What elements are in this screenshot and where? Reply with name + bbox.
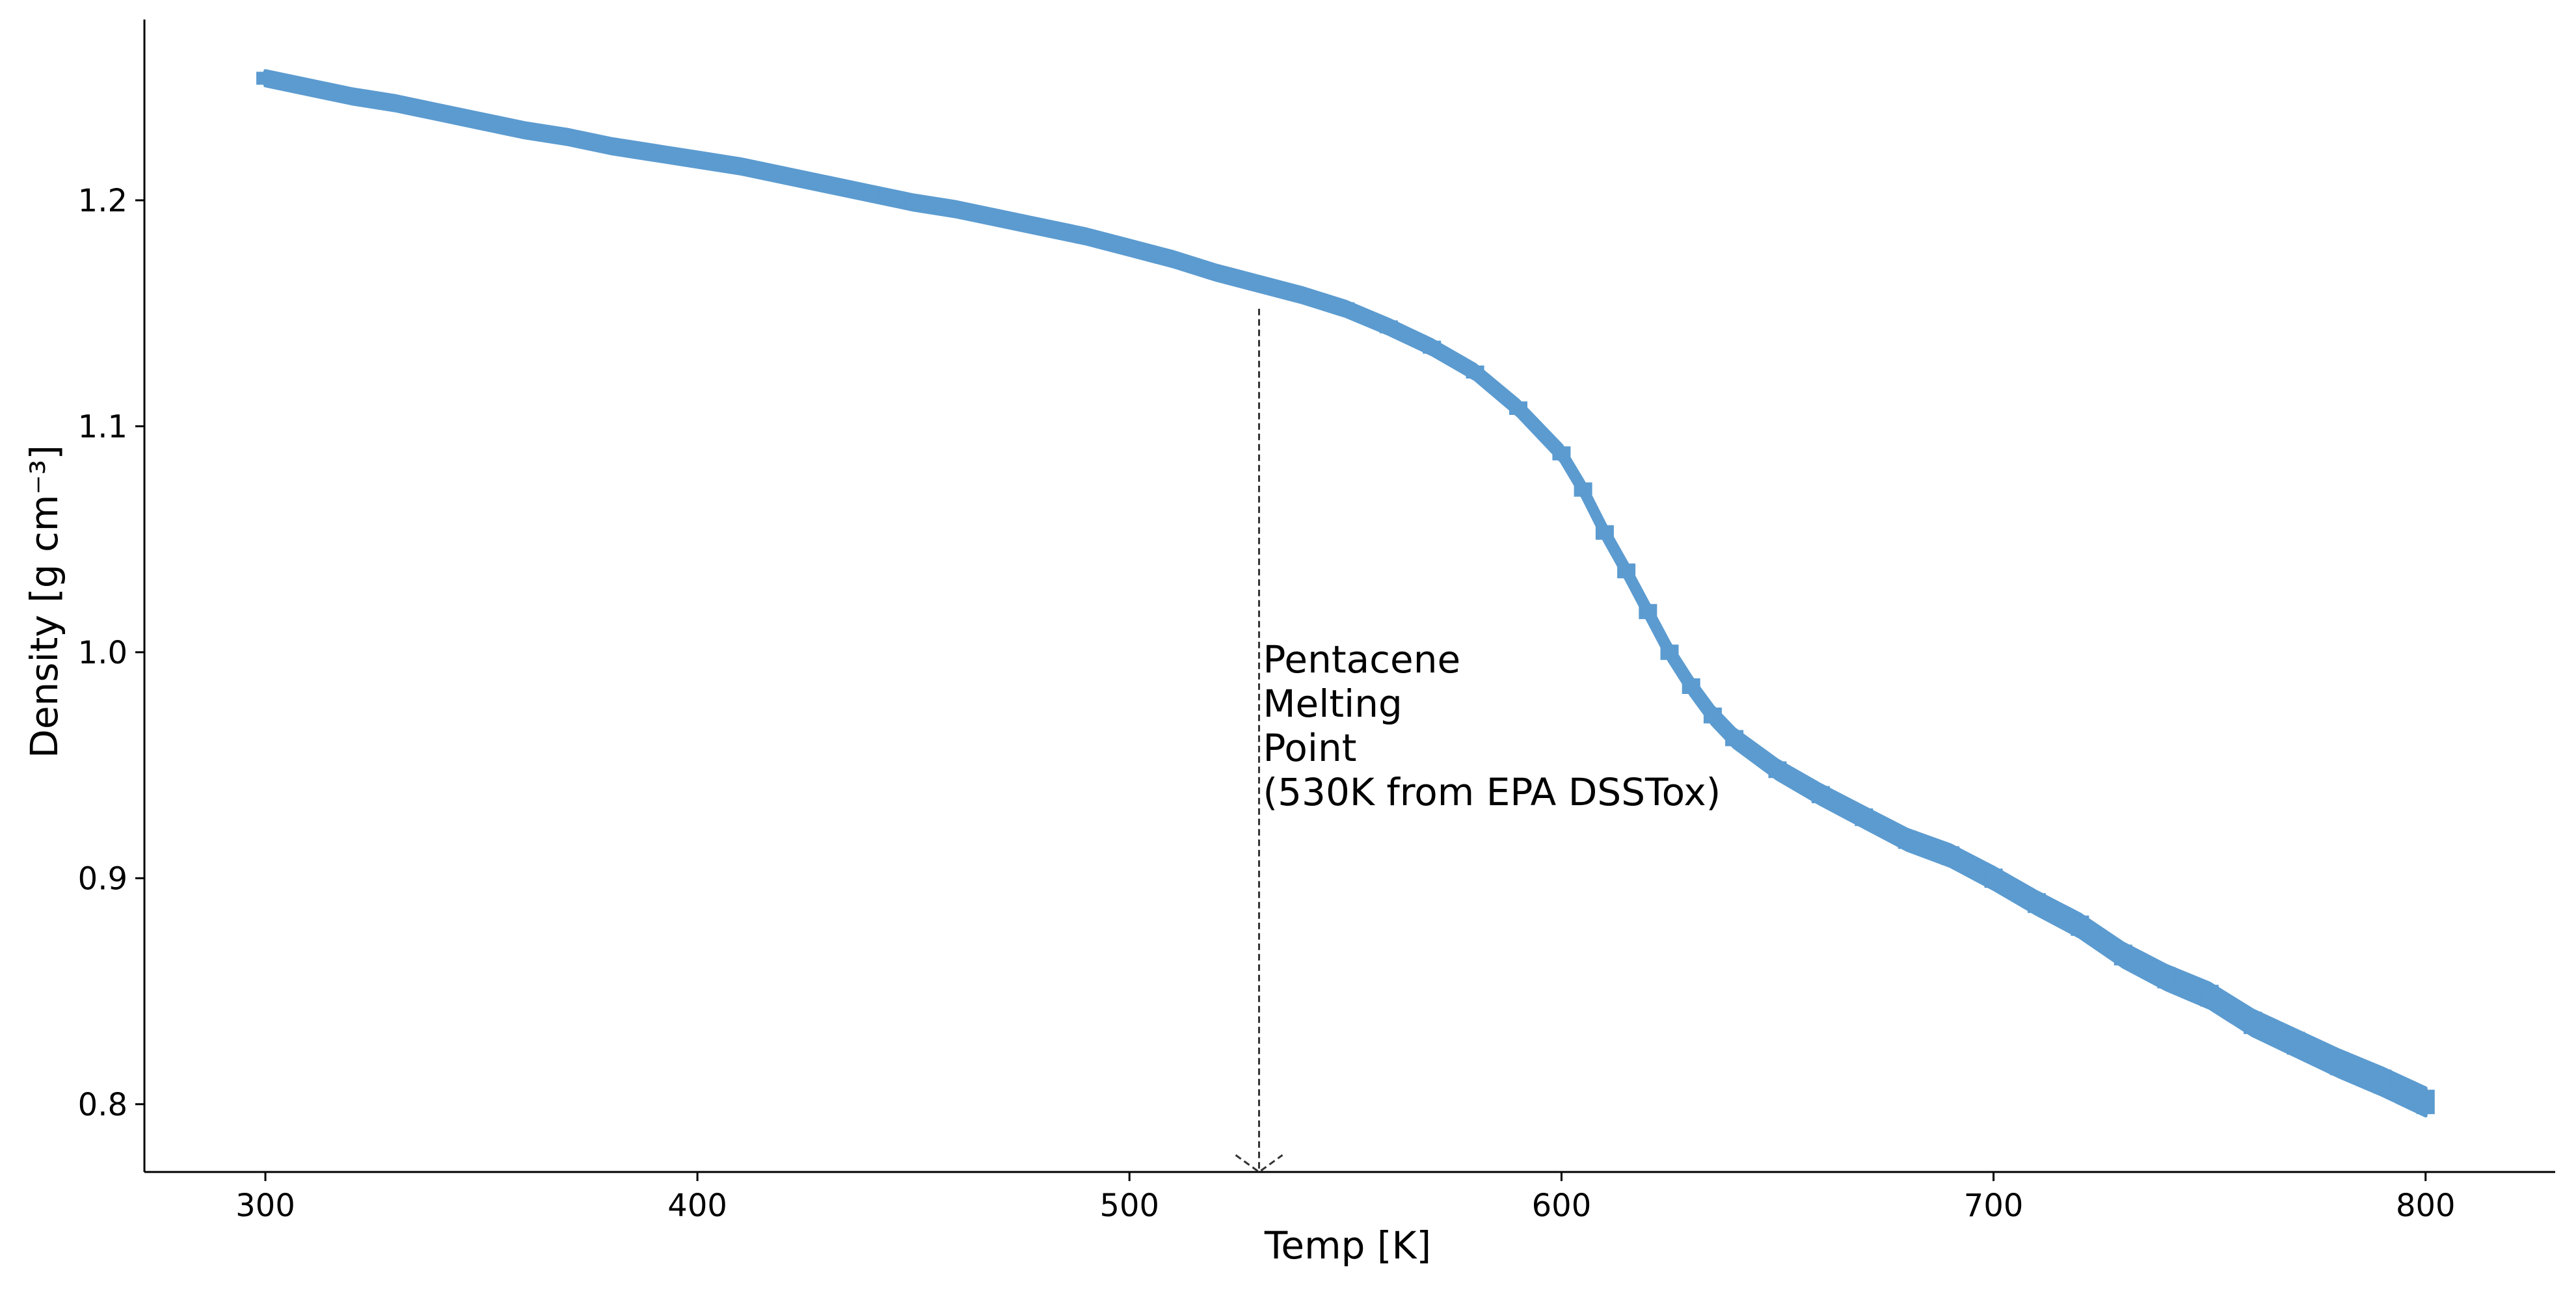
density-band xyxy=(263,69,2428,1118)
data-point xyxy=(991,211,1009,225)
data-point xyxy=(2028,893,2046,913)
data-point xyxy=(386,96,405,110)
data-point xyxy=(1423,340,1442,354)
data-point xyxy=(1855,808,1873,827)
data-point xyxy=(2200,985,2219,1007)
data-point xyxy=(1811,786,1830,803)
melting-point-annotation-line: Melting xyxy=(1263,682,1402,726)
data-point xyxy=(2071,915,2089,936)
data-point xyxy=(2287,1031,2305,1055)
data-point xyxy=(2373,1069,2392,1094)
y-tick-label: 0.8 xyxy=(78,1087,127,1123)
y-tick-label: 0.9 xyxy=(78,860,127,897)
data-point xyxy=(1595,525,1614,540)
data-point xyxy=(1466,366,1484,379)
data-point xyxy=(947,202,966,216)
x-tick-label: 400 xyxy=(667,1188,727,1224)
data-point xyxy=(1574,482,1592,497)
data-point xyxy=(2244,1011,2262,1034)
data-point xyxy=(472,114,490,128)
data-point xyxy=(1120,241,1139,254)
x-tick-label: 300 xyxy=(235,1188,295,1224)
y-tick-label: 1.0 xyxy=(78,635,127,671)
x-tick-label: 500 xyxy=(1099,1188,1159,1224)
data-point xyxy=(1660,645,1679,660)
data-point xyxy=(2416,1089,2435,1115)
y-axis-title: Density [g cm⁻³] xyxy=(22,445,66,758)
data-point xyxy=(1725,730,1744,747)
x-tick-label: 600 xyxy=(1532,1188,1592,1224)
x-tick-label: 700 xyxy=(1964,1188,2024,1224)
x-axis-title: Temp [K] xyxy=(1264,1223,1431,1268)
data-point xyxy=(688,153,707,166)
y-tick-label: 1.2 xyxy=(78,183,127,219)
data-point xyxy=(1509,401,1527,415)
data-point xyxy=(775,168,793,182)
data-point xyxy=(1207,266,1226,280)
data-point xyxy=(602,139,621,153)
y-tick-label: 1.1 xyxy=(78,408,127,445)
melting-point-annotation-line: Pentacene xyxy=(1263,637,1461,682)
data-point xyxy=(342,90,361,103)
data-point xyxy=(1379,320,1398,334)
data-point xyxy=(2329,1052,2348,1076)
data-point xyxy=(1703,707,1722,724)
data-point xyxy=(2157,966,2176,989)
data-point xyxy=(1552,446,1571,460)
data-point xyxy=(1034,220,1053,234)
data-point xyxy=(1941,846,1960,865)
data-point xyxy=(515,124,534,137)
data-point xyxy=(1768,761,1787,779)
data-point xyxy=(1250,277,1268,291)
melting-point-annotation-line: Point xyxy=(1263,726,1357,770)
data-point xyxy=(1639,604,1657,619)
data-point xyxy=(904,196,923,209)
data-point xyxy=(731,159,750,173)
data-point xyxy=(1682,678,1700,694)
data-point xyxy=(256,72,275,85)
data-point xyxy=(1984,868,2003,888)
data-point xyxy=(558,130,577,144)
data-point xyxy=(818,178,837,191)
data-point xyxy=(1336,302,1355,315)
data-point xyxy=(861,187,879,200)
data-point xyxy=(429,105,448,119)
data-point xyxy=(1898,831,1916,849)
melting-point-annotation-line: (530K from EPA DSSTox) xyxy=(1263,770,1721,814)
data-point xyxy=(645,146,664,159)
data-point xyxy=(1077,230,1095,243)
x-tick-label: 800 xyxy=(2396,1188,2456,1224)
data-point xyxy=(1293,288,1311,302)
data-point xyxy=(2113,944,2132,966)
data-point xyxy=(299,81,318,94)
data-point xyxy=(1163,252,1182,266)
data-point xyxy=(1617,563,1636,579)
